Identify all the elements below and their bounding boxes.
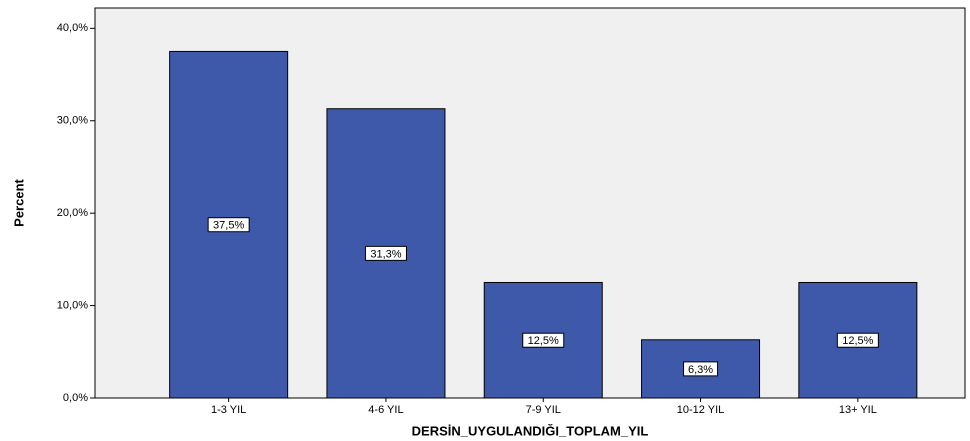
y-axis-label: Percent [11, 178, 26, 226]
value-label: 12,5% [842, 335, 873, 347]
x-tick-label: 7-9 YIL [526, 404, 561, 416]
x-tick-label: 4-6 YIL [368, 404, 403, 416]
value-label: 6,3% [688, 364, 713, 376]
y-tick-label: 10,0% [57, 299, 88, 311]
value-label-box [683, 361, 719, 377]
x-tick-label: 10-12 YIL [677, 404, 725, 416]
y-tick-label: 20,0% [57, 207, 88, 219]
value-label-box [522, 332, 565, 348]
x-tick-label: 1-3 YIL [211, 404, 246, 416]
y-tick-label: 30,0% [57, 115, 88, 127]
value-label-box [836, 332, 879, 348]
value-label-box [207, 217, 250, 233]
y-tick-label: 40,0% [57, 22, 88, 34]
value-label: 12,5% [528, 335, 559, 347]
x-axis-label: DERSİN_UYGULANDIĞI_TOPLAM_YIL [412, 423, 649, 438]
x-tick-label: 13+ YIL [839, 404, 877, 416]
value-label-box [364, 245, 407, 261]
value-label: 31,3% [370, 248, 401, 260]
value-label: 37,5% [213, 220, 244, 232]
y-tick-label: 0,0% [63, 392, 88, 404]
